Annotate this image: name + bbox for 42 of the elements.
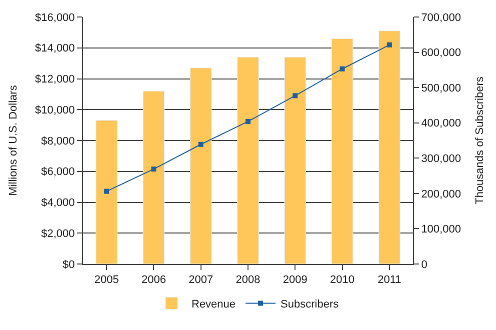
y-tick-label: $2,000 [41,228,75,240]
y-tick-label: $16,000 [35,12,75,24]
y2-tick-label: 400,000 [421,118,461,130]
y2-tick-label: 600,000 [421,47,461,60]
bar [142,90,165,264]
point [246,118,250,124]
point [292,93,298,98]
y2-axis-title: Thousands of Subscribers [474,76,486,204]
bar [331,38,354,264]
y-axis-title: Millions of U.S. Dollars [8,84,20,196]
x-tick-label: 2008 [236,274,260,286]
y2-tick-label: 200,000 [421,188,461,200]
x-tick-label: 2011 [378,274,402,286]
bar [237,56,259,264]
y-tick-label: $10,000 [35,104,75,116]
bar [96,120,118,264]
y2-tick-label: 500,000 [421,82,461,94]
point [104,188,110,194]
y-tick-label: $6,000 [41,166,75,178]
point [198,142,204,147]
bar [378,30,400,264]
point [340,66,345,72]
y-tick-label: $0 [62,258,75,271]
x-tick-label: 2006 [141,274,166,286]
legend-label: Subscribers [280,298,340,310]
x-tick-label: 2005 [94,274,119,286]
y-tick-label: $12,000 [35,74,75,86]
point [151,166,156,172]
x-tick-label: 2010 [330,274,355,286]
y2-tick-label: 300,000 [421,152,461,165]
legend-label: Revenue [192,298,236,310]
y-tick-label: $8,000 [41,135,75,148]
y2-tick-label: 0 [421,258,428,271]
bar [190,68,212,264]
y2-tick-label: 100,000 [421,224,461,236]
x-tick-label: 2007 [188,274,214,286]
y2-tick-label: 700,000 [421,12,461,24]
x-tick-label: 2009 [282,274,308,286]
y-tick-label: $4,000 [41,197,75,210]
y-tick-label: $14,000 [35,42,75,55]
bar [284,56,306,264]
point [386,42,392,48]
